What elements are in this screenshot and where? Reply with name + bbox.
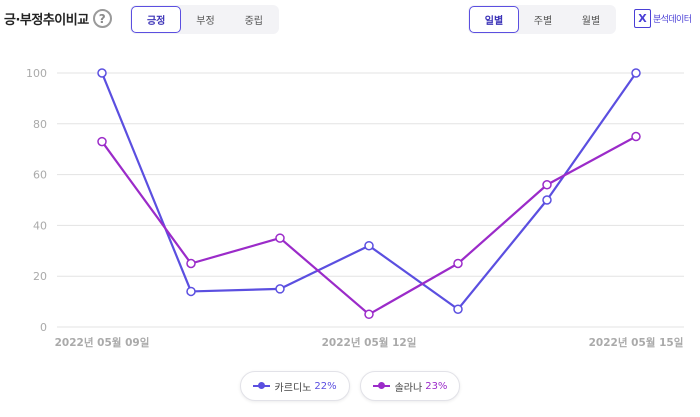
data-point-series1: [453, 304, 463, 314]
y-tick-label: 20: [33, 270, 47, 283]
tab-monthly[interactable]: 월별: [581, 16, 601, 27]
export-data-button[interactable]: X 분석데이터: [634, 9, 692, 28]
data-point-series1: [186, 286, 196, 297]
data-point-series1: [97, 68, 107, 78]
tab-neutral[interactable]: 중립: [244, 16, 264, 27]
legend-item-series1[interactable]: 카르디노 22%: [239, 371, 350, 401]
data-point-series2: [275, 233, 285, 243]
chart-legend: 카르디노 22% 솔라나 23%: [0, 371, 700, 401]
data-point-series2: [542, 180, 552, 190]
period-tab-group: 일별 주별 월별: [468, 5, 616, 34]
y-tick-label: 80: [33, 118, 47, 131]
y-tick-label: 0: [40, 321, 47, 334]
series-line-1: [100, 72, 637, 311]
tab-positive[interactable]: 긍정: [131, 6, 182, 33]
data-point-series2: [453, 258, 463, 269]
question-circle-icon[interactable]: ?: [92, 9, 112, 28]
x-tick-label: 2022년 05월 09일: [55, 336, 150, 349]
legend-name-series1: 카르디노: [274, 382, 312, 394]
tab-daily[interactable]: 일별: [469, 6, 519, 33]
data-point-series2: [364, 309, 374, 320]
chart-header: 긍·부정추이비교 ?: [4, 9, 112, 28]
y-tick-label: 40: [33, 219, 47, 232]
chart-title: 긍·부정추이비교: [4, 13, 89, 28]
tab-negative[interactable]: 부정: [196, 16, 215, 27]
legend-percent-series1: 22%: [314, 380, 337, 392]
data-point-series2: [631, 131, 641, 142]
y-tick-label: 60: [33, 169, 47, 182]
excel-icon: X: [634, 9, 651, 28]
legend-marker-series1: [252, 382, 270, 390]
x-tick-label: 2022년 05월 15일: [589, 336, 684, 349]
data-point-series1: [631, 68, 641, 78]
legend-marker-series2: [372, 382, 390, 390]
sentiment-tab-group: 긍정 부정 중립: [130, 5, 279, 34]
legend-name-series2: 솔라나: [394, 382, 423, 394]
data-point-series2: [186, 258, 196, 269]
data-point-series1: [275, 284, 285, 294]
legend-item-series2[interactable]: 솔라나 23%: [359, 371, 461, 401]
export-data-label: 분석데이터: [653, 15, 692, 25]
data-point-series2: [97, 136, 107, 147]
data-point-series1: [542, 195, 552, 205]
legend-percent-series2: 23%: [425, 380, 448, 392]
y-tick-label: 100: [26, 67, 47, 80]
x-tick-label: 2022년 05월 12일: [322, 336, 417, 349]
tab-weekly[interactable]: 주별: [533, 16, 553, 27]
line-chart: 0 20 40 60 80 100 2022년 05월 09일 2022년 05월 12일 20…: [26, 67, 684, 349]
data-point-series1: [364, 240, 374, 251]
